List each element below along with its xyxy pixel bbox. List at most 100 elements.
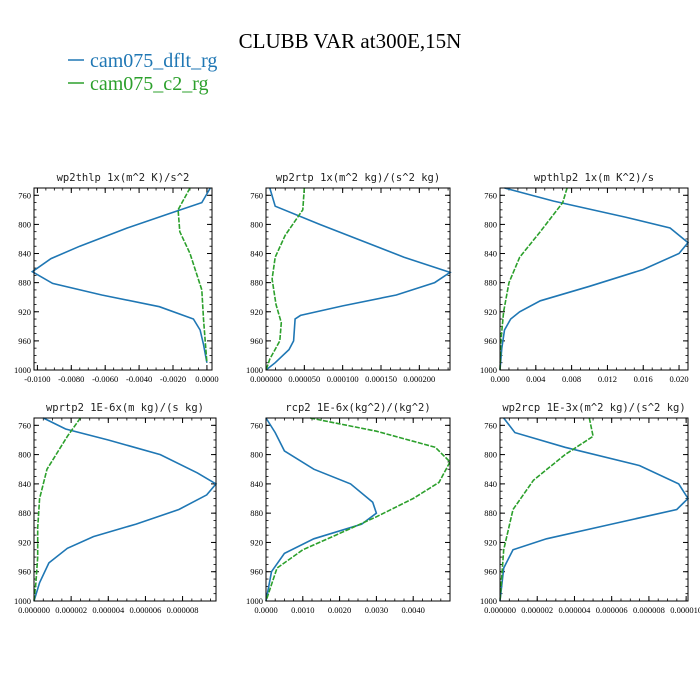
y-tick-label: 800 (484, 219, 497, 229)
y-tick-label: 840 (250, 479, 263, 489)
series-line-c2 (265, 187, 306, 371)
y-tick-label: 1000 (246, 596, 263, 606)
subplot-6: wp2rcp 1E-3x(m^2 kg)/(s^2 kg) 760 800 840 88… (480, 402, 700, 615)
subplot-1: wp2thlp 1x(m^2 K)/s^2 760 800 840 880 920 960 1… (14, 172, 219, 384)
plot-frame (265, 417, 451, 602)
y-tick-label: 920 (18, 537, 31, 547)
legend: cam075_dflt_rg cam075_c2_rg (68, 50, 217, 95)
y-tick-label: 760 (484, 420, 497, 430)
y-tick-label: 920 (250, 537, 263, 547)
x-tick-label: 0.000008 (633, 605, 665, 615)
y-tick-label: 1000 (14, 596, 31, 606)
series-line-dflt (33, 417, 218, 602)
subplot-title: wpthlp2 1x(m K^2)/s (534, 172, 654, 184)
series-line-c2 (265, 417, 451, 602)
y-tick-label: 880 (250, 508, 263, 518)
plot-frame (499, 417, 689, 602)
x-tick-label: 0.000010 (670, 605, 700, 615)
subplot-title: rcp2 1E-6x(kg^2)/(kg^2) (285, 402, 430, 414)
y-tick-label: 800 (250, 219, 263, 229)
subplot-grid: wp2thlp 1x(m^2 K)/s^2 760 800 840 880 920 960 1… (14, 172, 700, 615)
y-tick-label: 960 (484, 336, 497, 346)
y-tick-label: 920 (484, 307, 497, 317)
x-tick-label: 0.000002 (521, 605, 553, 615)
y-tick-label: 920 (484, 537, 497, 547)
x-tick-label: -0.0020 (160, 374, 186, 384)
subplot-4: wprtp2 1E-6x(m kg)/(s kg) 760 800 840 880 920… (14, 402, 218, 615)
x-tick-label: 0.000004 (92, 605, 125, 615)
plot-frame (499, 187, 689, 371)
y-tick-label: 880 (484, 508, 497, 518)
y-tick-label: 800 (484, 450, 497, 460)
x-tick-label: 0.000150 (365, 374, 397, 384)
series-line-c2 (177, 187, 208, 363)
y-tick-label: 760 (250, 420, 263, 430)
series-line-dflt (265, 417, 378, 602)
series-line-dflt (30, 187, 211, 363)
subplot-3: wpthlp2 1x(m K^2)/s 760 800 840 880 920 960 100… (480, 172, 690, 384)
plot-frame (33, 417, 217, 602)
y-tick-label: 960 (18, 336, 31, 346)
plot-frame (265, 187, 451, 371)
y-tick-label: 760 (484, 190, 497, 200)
y-tick-label: 1000 (480, 365, 497, 375)
y-tick-label: 800 (18, 219, 31, 229)
x-tick-label: 0.020 (669, 374, 688, 384)
x-tick-label: 0.0000 (254, 605, 277, 615)
y-tick-label: 800 (250, 450, 263, 460)
x-tick-label: 0.008 (562, 374, 581, 384)
x-tick-label: 0.000050 (288, 374, 320, 384)
subplot-2: wp2rtp 1x(m^2 kg)/(s^2 kg) 760 800 840 880 92… (246, 172, 452, 384)
subplot-title: wp2rtp 1x(m^2 kg)/(s^2 kg) (276, 172, 440, 184)
y-tick-label: 960 (18, 567, 31, 577)
x-tick-label: 0.012 (598, 374, 617, 384)
subplot-5: rcp2 1E-6x(kg^2)/(kg^2) 760 800 840 880 920 96… (246, 402, 451, 615)
series-line-c2 (33, 417, 82, 602)
x-tick-label: -0.0040 (126, 374, 152, 384)
y-tick-label: 880 (18, 278, 31, 288)
y-tick-label: 800 (18, 450, 31, 460)
x-tick-label: 0.000006 (129, 605, 161, 615)
x-tick-label: 0.004 (526, 374, 546, 384)
y-tick-label: 840 (250, 249, 263, 259)
y-tick-label: 920 (250, 307, 263, 317)
y-tick-label: 1000 (246, 365, 263, 375)
y-tick-label: 760 (18, 190, 31, 200)
x-tick-label: 0.000000 (250, 374, 282, 384)
y-tick-label: 1000 (14, 365, 31, 375)
legend-label-dflt: cam075_dflt_rg (90, 50, 217, 72)
x-tick-label: -0.0080 (58, 374, 84, 384)
legend-label-c2: cam075_c2_rg (90, 73, 209, 95)
x-tick-label: 0.016 (634, 374, 653, 384)
series-line-dflt (499, 187, 690, 371)
figure-title: CLUBB VAR at300E,15N (239, 29, 462, 53)
y-tick-label: 840 (484, 249, 497, 259)
x-tick-label: 0.000004 (559, 605, 592, 615)
y-tick-label: 960 (250, 567, 263, 577)
series-line-c2 (499, 187, 568, 371)
x-tick-label: 0.000 (490, 374, 509, 384)
x-tick-label: 0.000100 (327, 374, 359, 384)
x-tick-label: 0.000006 (596, 605, 628, 615)
plot-frame (33, 187, 213, 371)
x-tick-label: 0.000000 (18, 605, 50, 615)
subplot-title: wp2rcp 1E-3x(m^2 kg)/(s^2 kg) (502, 402, 685, 414)
y-tick-label: 920 (18, 307, 31, 317)
series-line-dflt (499, 417, 690, 602)
x-tick-label: 0.0000 (195, 374, 218, 384)
y-tick-label: 840 (18, 479, 31, 489)
y-tick-label: 840 (484, 479, 497, 489)
series-line-dflt (265, 187, 452, 371)
y-tick-label: 880 (250, 278, 263, 288)
x-tick-label: 0.000200 (403, 374, 435, 384)
x-tick-label: 0.0040 (402, 605, 425, 615)
x-tick-label: 0.0010 (291, 605, 314, 615)
y-tick-label: 840 (18, 249, 31, 259)
x-tick-label: 0.000000 (484, 605, 516, 615)
subplot-title: wp2thlp 1x(m^2 K)/s^2 (57, 172, 190, 184)
series-line-c2 (499, 417, 594, 602)
x-tick-label: 0.000002 (55, 605, 87, 615)
x-tick-label: 0.0030 (365, 605, 388, 615)
x-tick-label: -0.0100 (24, 374, 50, 384)
y-tick-label: 880 (18, 508, 31, 518)
